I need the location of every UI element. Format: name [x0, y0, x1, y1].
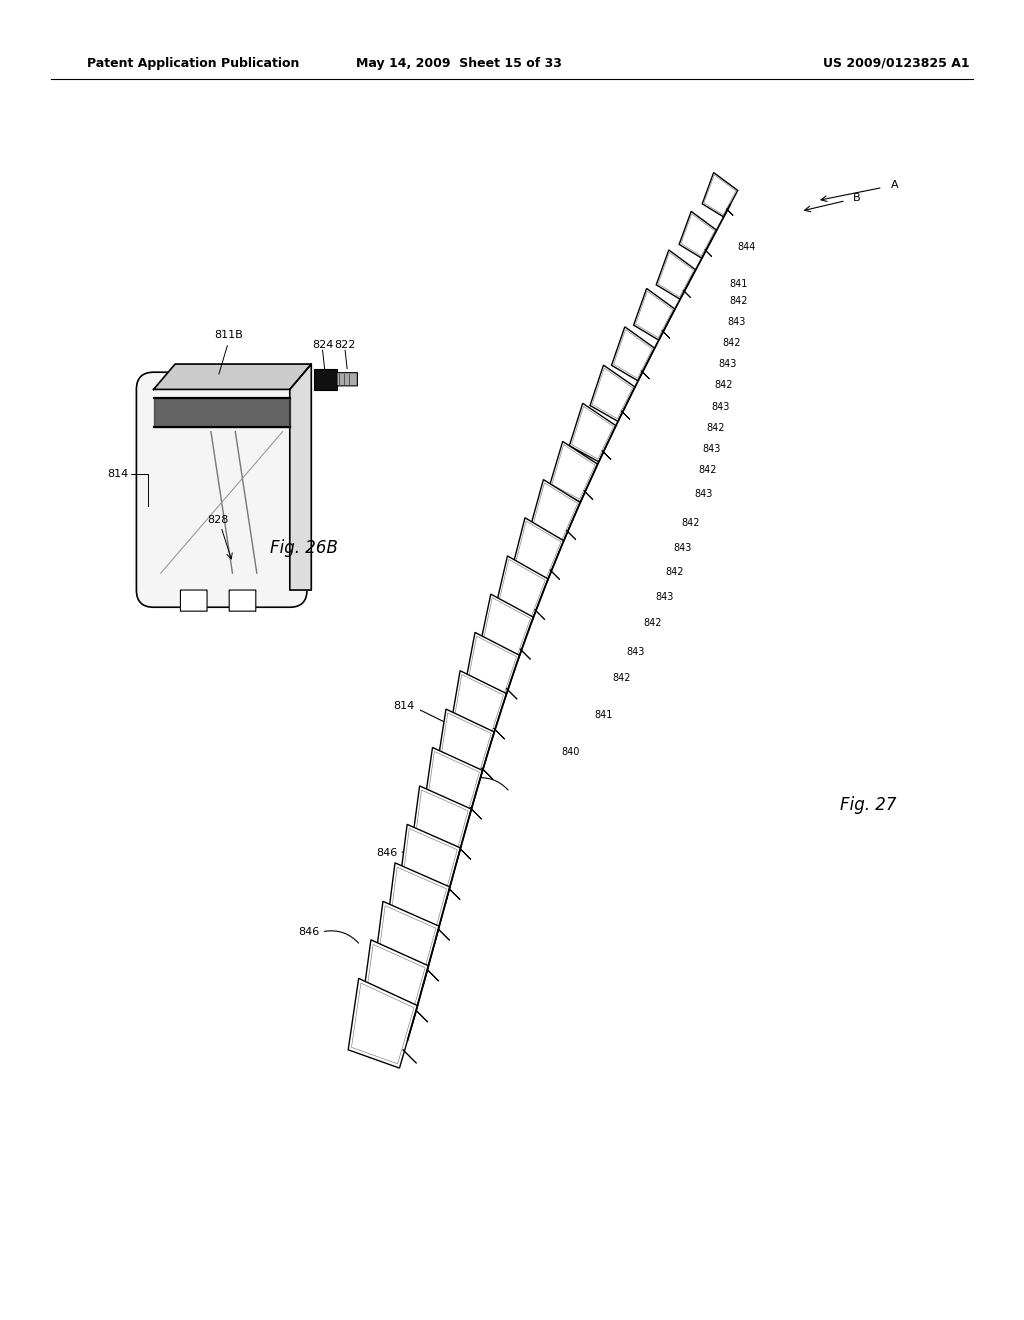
- Polygon shape: [602, 450, 611, 459]
- Text: Fig. 26B: Fig. 26B: [270, 539, 338, 557]
- Text: 824: 824: [312, 341, 333, 350]
- Text: 846: 846: [376, 847, 397, 858]
- Polygon shape: [590, 366, 635, 421]
- Text: May 14, 2009  Sheet 15 of 33: May 14, 2009 Sheet 15 of 33: [355, 57, 562, 70]
- Polygon shape: [387, 863, 450, 945]
- Text: 822: 822: [335, 341, 355, 350]
- Text: 842: 842: [722, 338, 740, 348]
- Text: 843: 843: [655, 591, 674, 602]
- Polygon shape: [584, 490, 593, 500]
- Text: Patent Application Publication: Patent Application Publication: [87, 57, 299, 70]
- Text: 828: 828: [208, 515, 228, 525]
- Polygon shape: [530, 479, 581, 543]
- Polygon shape: [513, 517, 563, 582]
- Polygon shape: [683, 290, 690, 297]
- Text: 843: 843: [727, 317, 745, 327]
- Polygon shape: [480, 594, 534, 663]
- Text: 843: 843: [694, 488, 713, 499]
- Polygon shape: [611, 327, 654, 381]
- Text: 811B: 811B: [214, 330, 243, 341]
- Text: 842: 842: [707, 422, 725, 433]
- FancyBboxPatch shape: [180, 590, 207, 611]
- Polygon shape: [550, 441, 598, 502]
- Polygon shape: [415, 1008, 428, 1022]
- Text: 843: 843: [702, 444, 721, 454]
- Polygon shape: [361, 940, 429, 1027]
- Polygon shape: [412, 785, 471, 863]
- Text: 842: 842: [729, 296, 748, 306]
- Polygon shape: [426, 969, 439, 981]
- Polygon shape: [154, 364, 311, 389]
- Text: 841: 841: [729, 279, 748, 289]
- Polygon shape: [569, 404, 615, 462]
- Polygon shape: [399, 825, 461, 904]
- Text: 814: 814: [393, 701, 415, 711]
- Text: 844: 844: [737, 242, 756, 252]
- Polygon shape: [348, 978, 418, 1068]
- Polygon shape: [402, 1049, 417, 1064]
- Text: 842: 842: [681, 517, 699, 528]
- Polygon shape: [470, 808, 481, 820]
- Polygon shape: [566, 531, 575, 540]
- Text: 842: 842: [666, 566, 684, 577]
- Polygon shape: [290, 364, 311, 590]
- Polygon shape: [506, 689, 517, 700]
- Text: 842: 842: [643, 618, 662, 628]
- Text: 846: 846: [298, 927, 319, 937]
- Text: 843: 843: [719, 359, 737, 370]
- Polygon shape: [702, 173, 737, 216]
- Text: Fig. 27: Fig. 27: [840, 796, 896, 814]
- Polygon shape: [656, 249, 695, 300]
- Bar: [314, 368, 337, 389]
- Polygon shape: [496, 556, 548, 623]
- Text: 814: 814: [106, 469, 128, 479]
- Text: 841: 841: [594, 710, 612, 721]
- Polygon shape: [662, 330, 670, 338]
- Polygon shape: [634, 289, 675, 341]
- Text: 842: 842: [612, 673, 631, 684]
- Polygon shape: [459, 847, 471, 859]
- Text: 843: 843: [712, 401, 730, 412]
- Polygon shape: [481, 768, 493, 779]
- Polygon shape: [641, 371, 649, 379]
- Text: 843: 843: [627, 647, 645, 657]
- Polygon shape: [154, 397, 290, 428]
- Polygon shape: [437, 928, 450, 940]
- Polygon shape: [447, 887, 460, 900]
- Polygon shape: [679, 211, 717, 259]
- Text: A: A: [891, 180, 898, 190]
- Polygon shape: [465, 632, 519, 702]
- Polygon shape: [550, 570, 560, 579]
- Polygon shape: [705, 249, 712, 256]
- Polygon shape: [424, 747, 482, 824]
- Polygon shape: [494, 729, 505, 739]
- Text: 840: 840: [561, 747, 580, 758]
- Polygon shape: [374, 902, 439, 986]
- Polygon shape: [520, 649, 530, 660]
- Text: US 2009/0123825 A1: US 2009/0123825 A1: [822, 57, 970, 70]
- FancyBboxPatch shape: [337, 372, 357, 385]
- Polygon shape: [451, 671, 507, 743]
- FancyBboxPatch shape: [136, 372, 307, 607]
- Text: 846: 846: [447, 774, 469, 784]
- Text: 842: 842: [715, 380, 733, 391]
- Polygon shape: [535, 610, 545, 619]
- Text: 843: 843: [674, 543, 692, 553]
- Polygon shape: [726, 209, 733, 215]
- Text: 842: 842: [698, 465, 717, 475]
- Polygon shape: [621, 411, 630, 420]
- Polygon shape: [437, 709, 495, 783]
- FancyBboxPatch shape: [229, 590, 256, 611]
- Text: B: B: [853, 193, 860, 203]
